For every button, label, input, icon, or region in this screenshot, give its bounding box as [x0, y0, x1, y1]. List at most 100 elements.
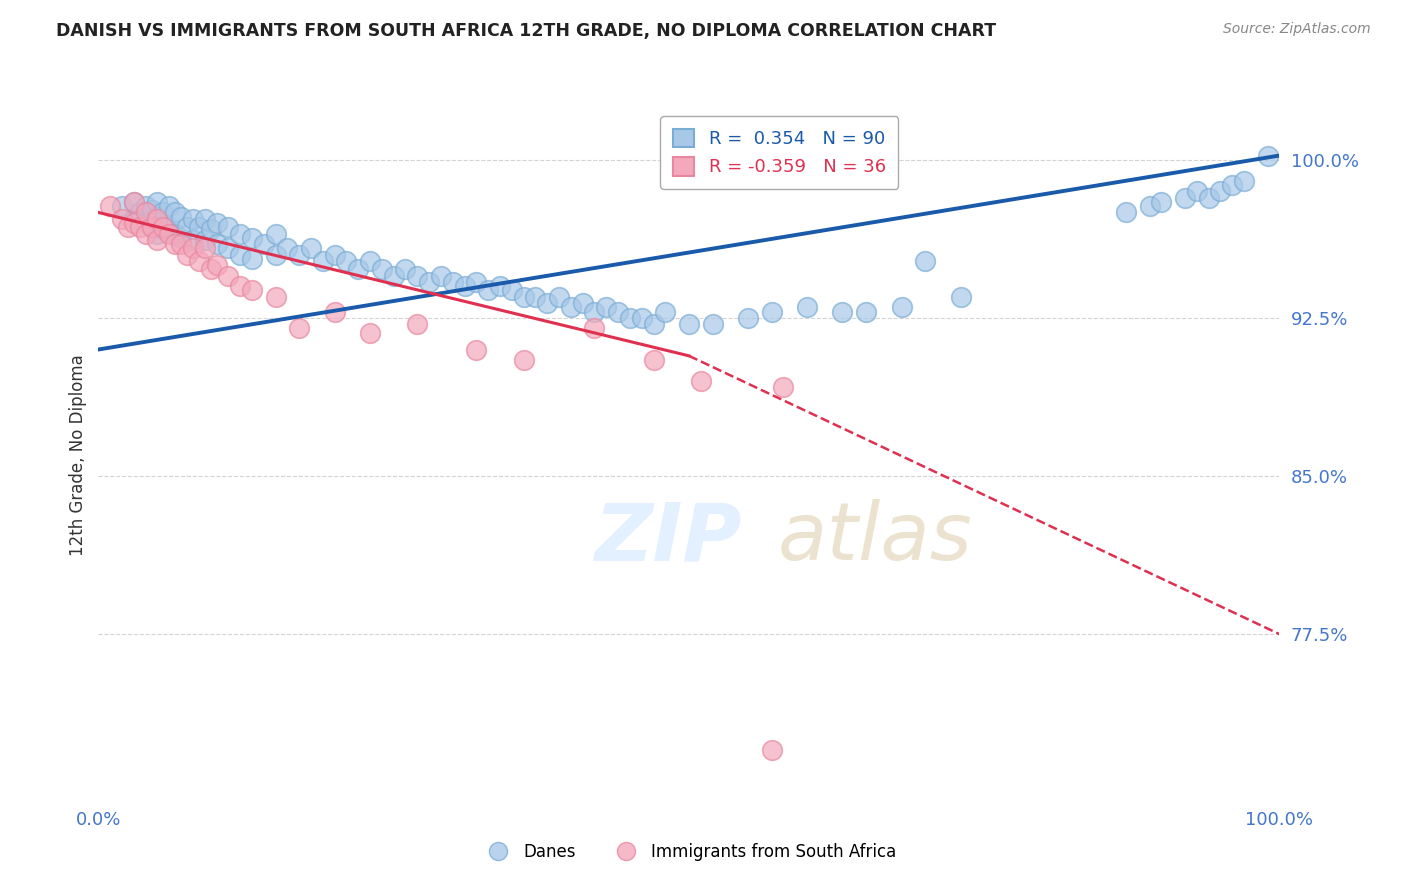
- Point: [406, 268, 429, 283]
- Point: [146, 194, 169, 209]
- Point: [654, 304, 676, 318]
- Point: [465, 275, 488, 289]
- Point: [170, 231, 193, 245]
- Point: [264, 247, 287, 261]
- Point: [524, 290, 547, 304]
- Point: [165, 237, 187, 252]
- Point: [205, 237, 228, 252]
- Point: [643, 353, 665, 368]
- Point: [111, 211, 134, 226]
- Point: [217, 220, 239, 235]
- Point: [135, 199, 157, 213]
- Point: [1233, 174, 1256, 188]
- Point: [359, 254, 381, 268]
- Point: [194, 233, 217, 247]
- Point: [264, 290, 287, 304]
- Point: [335, 254, 357, 268]
- Point: [217, 268, 239, 283]
- Text: Source: ZipAtlas.com: Source: ZipAtlas.com: [1223, 22, 1371, 37]
- Point: [229, 227, 252, 241]
- Point: [253, 237, 276, 252]
- Point: [1198, 191, 1220, 205]
- Point: [141, 220, 163, 235]
- Point: [194, 211, 217, 226]
- Point: [229, 247, 252, 261]
- Point: [501, 284, 523, 298]
- Point: [583, 321, 606, 335]
- Point: [152, 222, 174, 236]
- Point: [128, 220, 150, 235]
- Point: [1257, 148, 1279, 162]
- Point: [276, 241, 298, 255]
- Point: [418, 275, 440, 289]
- Point: [229, 279, 252, 293]
- Point: [122, 194, 145, 209]
- Point: [157, 220, 180, 235]
- Point: [194, 241, 217, 255]
- Point: [1220, 178, 1243, 192]
- Text: DANISH VS IMMIGRANTS FROM SOUTH AFRICA 12TH GRADE, NO DIPLOMA CORRELATION CHART: DANISH VS IMMIGRANTS FROM SOUTH AFRICA 1…: [56, 22, 997, 40]
- Point: [512, 353, 534, 368]
- Point: [548, 290, 571, 304]
- Point: [489, 279, 512, 293]
- Point: [117, 220, 139, 235]
- Point: [128, 205, 150, 219]
- Point: [772, 380, 794, 394]
- Point: [170, 237, 193, 252]
- Point: [200, 262, 222, 277]
- Point: [240, 231, 263, 245]
- Point: [205, 216, 228, 230]
- Point: [165, 227, 187, 241]
- Point: [141, 203, 163, 218]
- Point: [217, 241, 239, 255]
- Point: [583, 304, 606, 318]
- Point: [595, 301, 617, 315]
- Point: [371, 262, 394, 277]
- Point: [1150, 194, 1173, 209]
- Point: [571, 296, 593, 310]
- Legend: Danes, Immigrants from South Africa: Danes, Immigrants from South Africa: [475, 836, 903, 868]
- Point: [157, 199, 180, 213]
- Point: [323, 304, 346, 318]
- Point: [152, 220, 174, 235]
- Point: [323, 247, 346, 261]
- Point: [406, 317, 429, 331]
- Point: [146, 233, 169, 247]
- Point: [146, 211, 169, 226]
- Point: [165, 205, 187, 219]
- Point: [394, 262, 416, 277]
- Point: [181, 233, 204, 247]
- Point: [1209, 185, 1232, 199]
- Point: [181, 211, 204, 226]
- Point: [678, 317, 700, 331]
- Text: atlas: atlas: [778, 500, 973, 577]
- Point: [630, 310, 652, 325]
- Point: [187, 254, 209, 268]
- Point: [312, 254, 335, 268]
- Point: [453, 279, 475, 293]
- Point: [122, 216, 145, 230]
- Point: [141, 220, 163, 235]
- Point: [170, 210, 193, 224]
- Point: [200, 222, 222, 236]
- Point: [1139, 199, 1161, 213]
- Point: [560, 301, 582, 315]
- Point: [702, 317, 724, 331]
- Point: [382, 268, 405, 283]
- Point: [1115, 205, 1137, 219]
- Point: [122, 194, 145, 209]
- Point: [176, 220, 198, 235]
- Point: [157, 227, 180, 241]
- Y-axis label: 12th Grade, No Diploma: 12th Grade, No Diploma: [69, 354, 87, 556]
- Point: [288, 247, 311, 261]
- Point: [146, 227, 169, 241]
- Point: [347, 262, 370, 277]
- Point: [135, 227, 157, 241]
- Point: [176, 247, 198, 261]
- Text: ZIP: ZIP: [595, 500, 742, 577]
- Point: [288, 321, 311, 335]
- Point: [855, 304, 877, 318]
- Point: [689, 374, 711, 388]
- Point: [761, 304, 783, 318]
- Point: [643, 317, 665, 331]
